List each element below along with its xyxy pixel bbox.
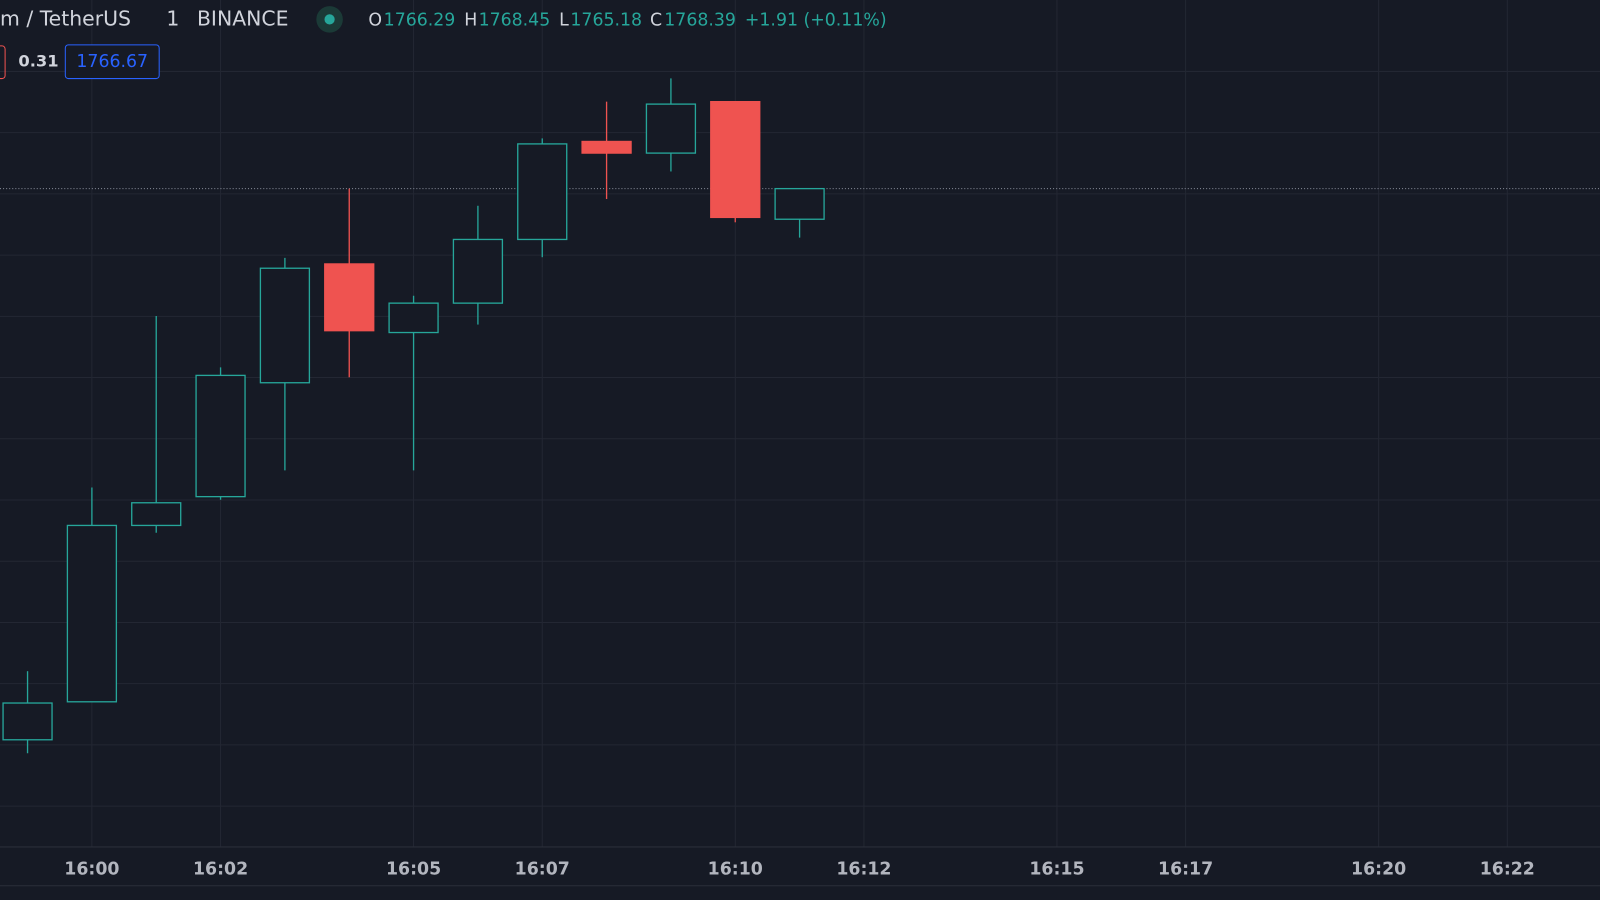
x-tick-label: 16:15	[1029, 859, 1084, 879]
badge-edge	[0, 45, 6, 80]
candle-body	[710, 100, 761, 219]
x-tick-label: 16:10	[708, 859, 763, 879]
x-tick-label: 16:02	[193, 859, 248, 879]
ohlc-value: 1768.45	[479, 10, 551, 30]
price-badge	[64, 44, 160, 80]
x-tick-label: 16:12	[836, 859, 891, 879]
time-axis-bg	[0, 846, 1600, 900]
candle-body	[645, 103, 697, 154]
change: +1.91 (+0.11%)	[745, 10, 887, 30]
x-tick-label: 16:17	[1158, 859, 1213, 879]
ohlc-value: 1768.39	[664, 10, 736, 30]
x-tick-label: 16:22	[1480, 859, 1535, 879]
legend-row: m / TetherUS 1 BINANCE O 1766.29 H 1768.…	[0, 6, 887, 33]
x-tick-label: 16:07	[515, 859, 570, 879]
ohlc-key: H	[464, 10, 477, 30]
plot	[0, 0, 1600, 847]
ohlc-value: 1766.29	[384, 10, 456, 30]
indicator-value: 0.31	[18, 52, 58, 71]
candle-body	[517, 143, 568, 241]
ohlc-key: O	[368, 10, 382, 30]
ohlc-value: 1765.18	[570, 10, 642, 30]
x-tick-label: 16:00	[64, 859, 119, 879]
candle-body	[195, 374, 246, 498]
candle-body	[581, 140, 632, 154]
candle-body	[774, 187, 825, 220]
candle-body	[452, 238, 504, 304]
price-badge-label: 1766.67	[76, 52, 148, 72]
candle-body	[2, 702, 53, 741]
interval: 1	[166, 6, 179, 30]
status-dot	[324, 14, 335, 25]
candle-body	[66, 524, 118, 703]
symbol: m / TetherUS	[0, 6, 131, 30]
candle-body	[259, 267, 311, 384]
ohlc-key: C	[650, 10, 662, 30]
x-tick-label: 16:05	[386, 859, 441, 879]
candle-body	[131, 502, 182, 527]
ohlc-key: L	[559, 10, 569, 30]
exchange: BINANCE	[197, 6, 289, 30]
x-tick-label: 16:20	[1351, 859, 1406, 879]
candle-body	[324, 263, 375, 332]
candle-body	[388, 302, 439, 334]
